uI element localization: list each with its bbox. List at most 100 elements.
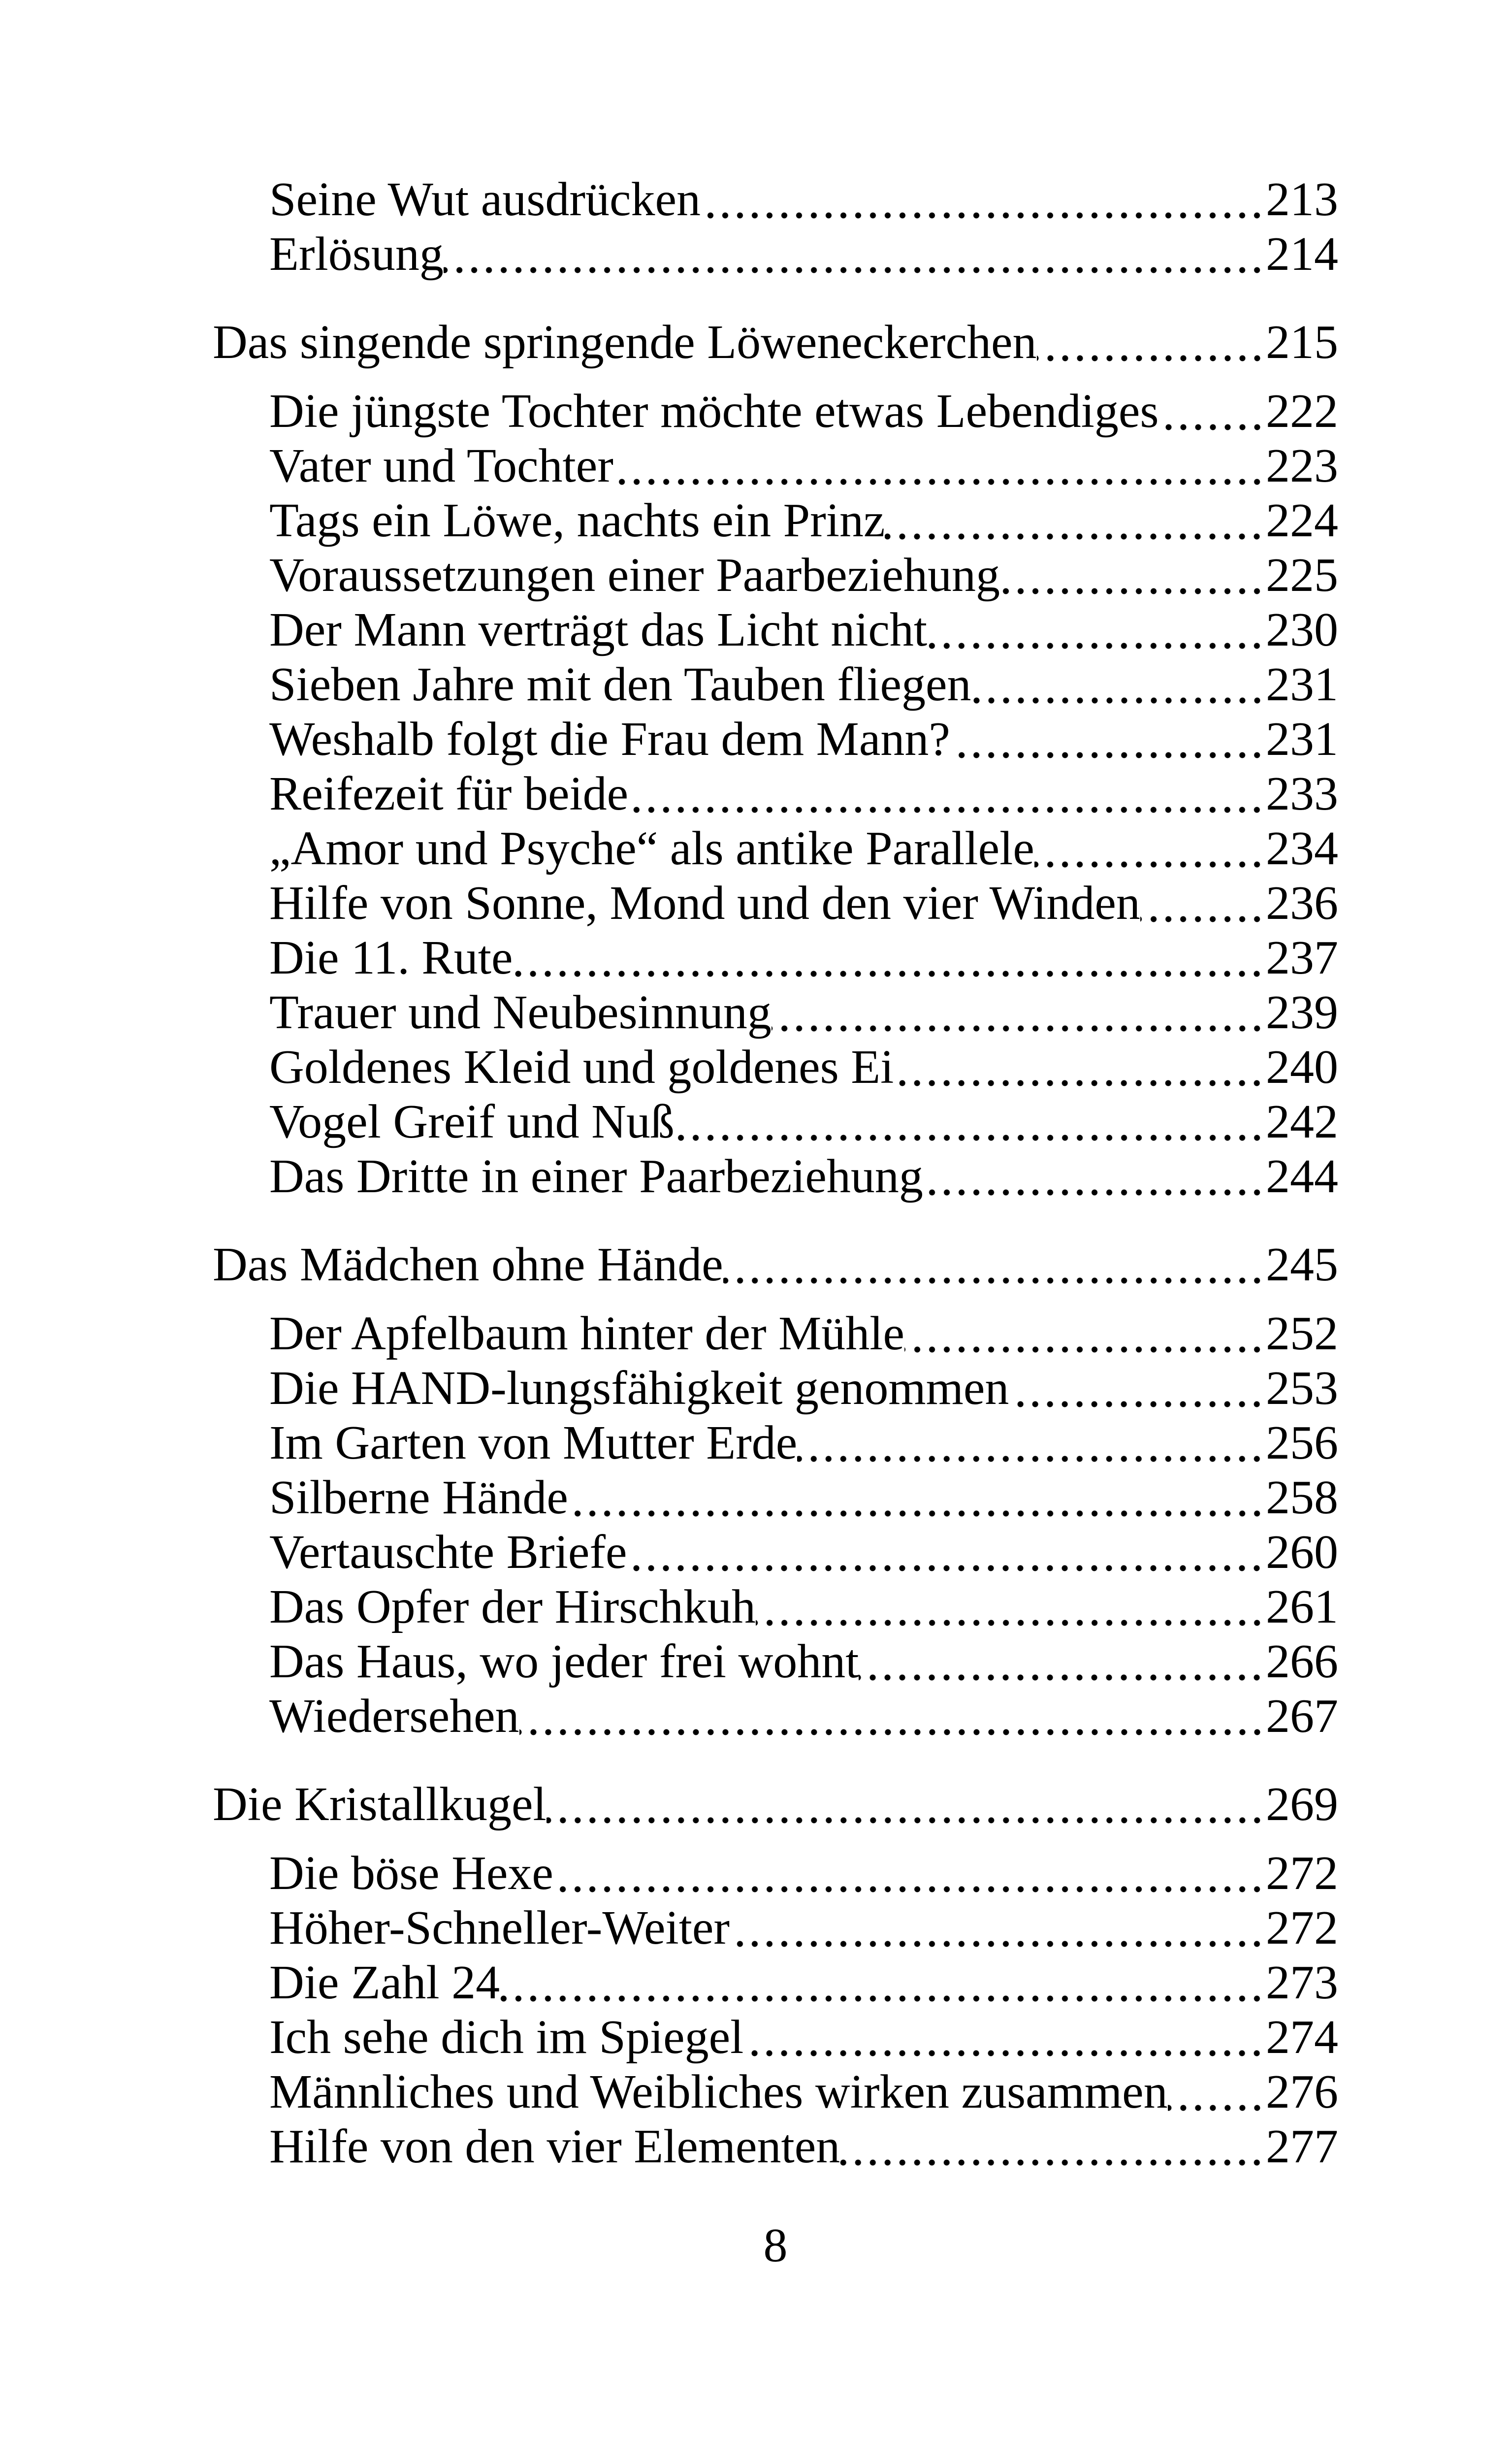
toc-entry: Im Garten von Mutter Erde 256 xyxy=(213,1416,1338,1470)
toc-entry: Höher-Schneller-Weiter 272 xyxy=(213,1901,1338,1955)
toc-entry-title: Sieben Jahre mit den Tauben fliegen xyxy=(269,658,971,711)
toc-entry: Vogel Greif und Nuß 242 xyxy=(213,1095,1338,1149)
toc-entry-title: Tags ein Löwe, nachts ein Prinz xyxy=(269,494,885,547)
toc-entry-title: Die jüngste Tochter möchte etwas Lebendi… xyxy=(269,385,1159,438)
toc-entry: Silberne Hände 258 xyxy=(213,1470,1338,1525)
toc-entry-page: 223 xyxy=(1266,439,1338,492)
toc-entry-page: 266 xyxy=(1266,1635,1338,1688)
dot-leader xyxy=(971,657,1266,712)
toc-entry-page: 214 xyxy=(1266,228,1338,281)
toc-entry: Der Apfelbaum hinter der Mühle 252 xyxy=(213,1306,1338,1361)
toc-entry-page: 253 xyxy=(1266,1362,1338,1415)
toc-entry-page: 276 xyxy=(1266,2065,1338,2118)
toc-entry-title: Seine Wut ausdrücken xyxy=(269,173,701,226)
toc-entry-title: Ich sehe dich im Spiegel xyxy=(269,2011,744,2064)
toc-entry-page: 274 xyxy=(1266,2011,1338,2064)
toc-entry-title: Die Kristallkugel xyxy=(213,1778,547,1831)
dot-leader xyxy=(859,1634,1266,1689)
toc-entry-page: 272 xyxy=(1266,1901,1338,1954)
toc-entry: Vertauschte Briefe 260 xyxy=(213,1525,1338,1580)
toc-entry-page: 260 xyxy=(1266,1526,1338,1579)
dot-leader xyxy=(1167,2065,1266,2119)
toc-entry: Goldenes Kleid und goldenes Ei 240 xyxy=(213,1040,1338,1095)
toc-entry-page: 273 xyxy=(1266,1956,1338,2009)
toc-entry: Die Zahl 24 273 xyxy=(213,1955,1338,2010)
dot-leader xyxy=(1036,315,1266,370)
toc-entry: „Amor und Psyche“ als antike Parallele 2… xyxy=(213,821,1338,876)
toc-entry: Wiedersehen 267 xyxy=(213,1689,1338,1744)
dot-leader xyxy=(500,1955,1266,2010)
toc-entry-title: Die böse Hexe xyxy=(269,1847,553,1900)
dot-leader xyxy=(546,1777,1266,1832)
toc-entry-title: Silberne Hände xyxy=(269,1471,568,1524)
page-number: 8 xyxy=(763,2219,788,2272)
toc-entry: Tags ein Löwe, nachts ein Prinz 224 xyxy=(213,493,1338,548)
toc-entry-page: 239 xyxy=(1266,986,1338,1039)
toc-entry-page: 225 xyxy=(1266,549,1338,602)
toc-entry: Das Dritte in einer Paarbeziehung 244 xyxy=(213,1149,1338,1204)
toc-entry-title: Das Haus, wo jeder frei wohnt xyxy=(269,1635,859,1688)
dot-leader xyxy=(1009,1361,1266,1416)
toc-entry: Das Opfer der Hirschkuh 261 xyxy=(213,1580,1338,1634)
toc-entry: Die HAND-lungsfähigkeit genommen 253 xyxy=(213,1361,1338,1416)
toc-entry: Das singende springende Löweneckerchen 2… xyxy=(213,315,1338,370)
toc-entry-title: Vertauschte Briefe xyxy=(269,1526,627,1579)
dot-leader xyxy=(723,1238,1266,1292)
toc-entry-title: Die 11. Rute xyxy=(269,931,513,984)
dot-leader xyxy=(923,1149,1266,1204)
toc-entry: Seine Wut ausdrücken 213 xyxy=(213,172,1338,227)
toc-entry-title: Im Garten von Mutter Erde xyxy=(269,1416,798,1469)
toc-entry: Trauer und Neubesinnung 239 xyxy=(213,985,1338,1040)
dot-leader xyxy=(519,1689,1266,1744)
toc-entry-page: 261 xyxy=(1266,1580,1338,1633)
dot-leader xyxy=(553,1846,1266,1901)
dot-leader xyxy=(627,1525,1266,1580)
toc-entry: Vater und Tochter 223 xyxy=(213,439,1338,493)
toc-entry-title: Der Apfelbaum hinter der Mühle xyxy=(269,1307,904,1360)
toc-entry-page: 240 xyxy=(1266,1041,1338,1094)
toc-entry-page: 231 xyxy=(1266,713,1338,766)
toc-entry-page: 272 xyxy=(1266,1847,1338,1900)
dot-leader xyxy=(628,767,1266,821)
toc-entry-page: 231 xyxy=(1266,658,1338,711)
toc-entry-title: Hilfe von den vier Elementen xyxy=(269,2120,840,2173)
dot-leader xyxy=(568,1470,1266,1525)
toc-entry-page: 213 xyxy=(1266,173,1338,226)
toc-entry-title: Reifezeit für beide xyxy=(269,767,629,820)
toc-entry: Sieben Jahre mit den Tauben fliegen 231 xyxy=(213,657,1338,712)
toc-entry-page: 277 xyxy=(1266,2120,1338,2173)
toc-entry: Die jüngste Tochter möchte etwas Lebendi… xyxy=(213,384,1338,439)
toc-entry-page: 245 xyxy=(1266,1238,1338,1291)
toc-entry: Weshalb folgt die Frau dem Mann? 231 xyxy=(213,712,1338,767)
toc-entry-title: Der Mann verträgt das Licht nicht xyxy=(269,603,928,656)
dot-leader xyxy=(999,548,1266,603)
toc-entry-title: Das Dritte in einer Paarbeziehung xyxy=(269,1150,923,1203)
dot-leader xyxy=(1158,384,1266,439)
toc-entry-title: „Amor und Psyche“ als antike Parallele xyxy=(269,822,1034,875)
toc-entry-title: Hilfe von Sonne, Mond und den vier Winde… xyxy=(269,877,1140,930)
toc-entry-page: 230 xyxy=(1266,603,1338,656)
toc-entry-page: 256 xyxy=(1266,1416,1338,1469)
dot-leader xyxy=(513,931,1266,985)
toc-entry: Das Haus, wo jeder frei wohnt 266 xyxy=(213,1634,1338,1689)
dot-leader xyxy=(674,1095,1266,1149)
toc-entry-title: Das singende springende Löweneckerchen xyxy=(213,316,1037,369)
dot-leader xyxy=(904,1306,1266,1361)
toc-entry: Das Mädchen ohne Hände 245 xyxy=(213,1238,1338,1292)
dot-leader xyxy=(743,2010,1266,2065)
toc-entry: Ich sehe dich im Spiegel 274 xyxy=(213,2010,1338,2065)
dot-leader xyxy=(443,227,1266,282)
toc-entry-title: Die Zahl 24 xyxy=(269,1956,500,2009)
toc-entry-title: Vater und Tochter xyxy=(269,439,613,492)
toc-entry-page: 224 xyxy=(1266,494,1338,547)
dot-leader xyxy=(840,2119,1266,2174)
toc-entry-title: Höher-Schneller-Weiter xyxy=(269,1901,730,1954)
dot-leader xyxy=(613,439,1266,493)
dot-leader xyxy=(1140,876,1266,931)
toc-entry-page: 258 xyxy=(1266,1471,1338,1524)
toc-entry-page: 234 xyxy=(1266,822,1338,875)
dot-leader xyxy=(730,1901,1266,1955)
dot-leader xyxy=(755,1580,1266,1634)
toc-entry: Die böse Hexe 272 xyxy=(213,1846,1338,1901)
toc-entry-title: Die HAND-lungsfähigkeit genommen xyxy=(269,1362,1009,1415)
